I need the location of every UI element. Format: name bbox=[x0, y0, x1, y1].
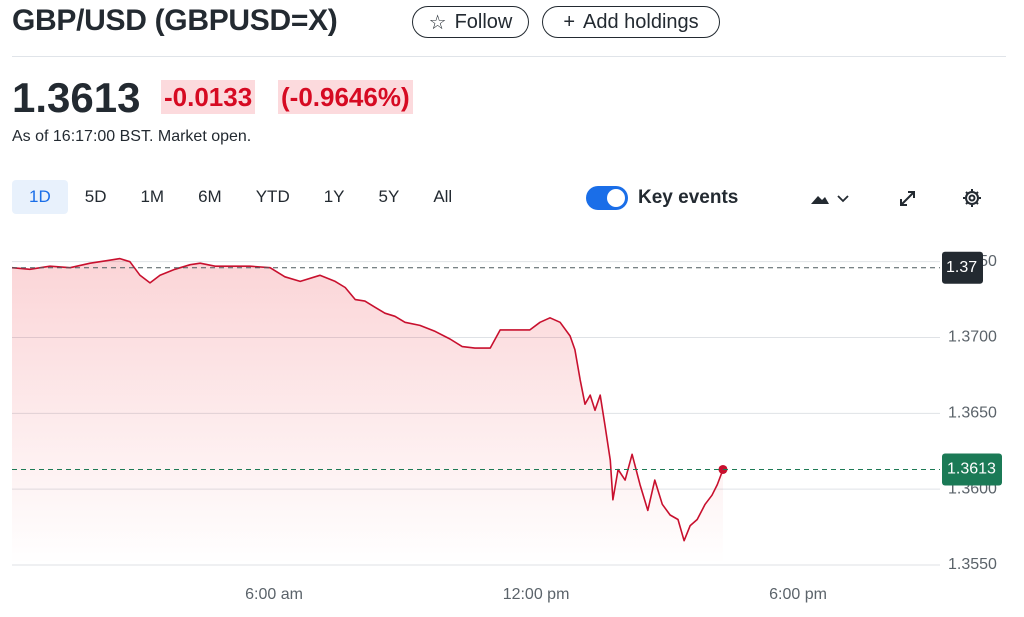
last-point bbox=[718, 464, 728, 474]
range-button[interactable]: All bbox=[433, 187, 453, 206]
follow-label: Follow bbox=[454, 10, 513, 33]
range-button[interactable]: 1D bbox=[12, 180, 68, 214]
x-tick-label: 12:00 pm bbox=[503, 586, 570, 603]
range-button[interactable]: 1Y bbox=[323, 187, 345, 206]
expand-icon[interactable] bbox=[900, 191, 915, 206]
range-button[interactable]: 1M bbox=[140, 187, 165, 206]
x-tick-label: 6:00 am bbox=[245, 586, 303, 603]
range-selector: 1D 5D 1M 6M YTD 1Y 5Y All bbox=[12, 180, 469, 214]
current-price-label: 1.3613 bbox=[947, 461, 996, 478]
price: 1.3613 bbox=[12, 74, 141, 121]
star-icon: ☆ bbox=[428, 11, 447, 34]
add-holdings-label: Add holdings bbox=[583, 10, 699, 33]
range-button[interactable]: 6M bbox=[198, 187, 222, 206]
change-percent: (-0.9646%) bbox=[278, 80, 413, 114]
area bbox=[12, 258, 723, 565]
add-holdings-button[interactable]: + Add holdings bbox=[542, 6, 720, 38]
range-button[interactable]: 5D bbox=[84, 187, 107, 206]
y-tick-label: 1.3550 bbox=[948, 556, 997, 573]
as-of: As of 16:17:00 BST. Market open. bbox=[12, 128, 252, 145]
settings-icon[interactable] bbox=[963, 189, 981, 207]
range-button[interactable]: 5Y bbox=[378, 187, 400, 206]
price-line bbox=[11, 257, 724, 542]
follow-button[interactable]: ☆ Follow bbox=[412, 6, 529, 38]
previous-close-flag bbox=[942, 251, 983, 284]
current-price-flag bbox=[942, 453, 1002, 486]
key-events-label: Key events bbox=[638, 187, 739, 208]
title: GBP/USD (GBPUSD=X) bbox=[12, 4, 338, 37]
change: -0.0133 bbox=[161, 80, 256, 114]
plus-icon: + bbox=[563, 10, 576, 33]
previous-close-label: 1.37 bbox=[946, 259, 977, 276]
range-button[interactable]: YTD bbox=[255, 187, 290, 206]
toggle-knob bbox=[607, 189, 625, 207]
key-events-toggle[interactable] bbox=[586, 186, 628, 210]
chart-type-icon[interactable] bbox=[811, 195, 849, 204]
x-tick-label: 6:00 pm bbox=[769, 586, 827, 603]
divider bbox=[12, 56, 1006, 57]
y-tick-label: 1.3650 bbox=[948, 405, 997, 422]
y-tick-label: 1.3700 bbox=[948, 329, 997, 346]
